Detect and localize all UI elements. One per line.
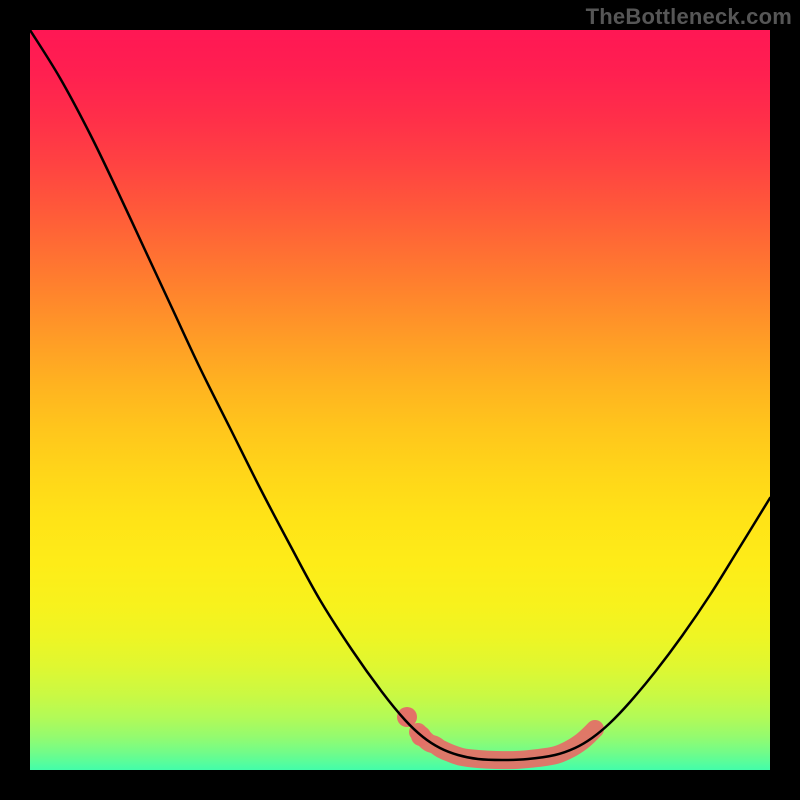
chart-frame: TheBottleneck.com [0,0,800,800]
watermark-text: TheBottleneck.com [586,4,792,30]
bottleneck-highlight-segment [418,729,595,760]
bottleneck-curve [30,30,770,760]
plot-area [30,30,770,770]
chart-svg [30,30,770,770]
